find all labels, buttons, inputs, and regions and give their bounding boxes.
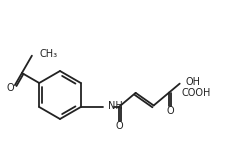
Text: NH: NH [107,101,122,111]
Text: O: O [165,106,173,116]
Text: O: O [116,121,123,131]
Text: O: O [6,83,14,93]
Text: CH₃: CH₃ [40,49,58,59]
Text: OH: OH [185,77,200,87]
Text: COOH: COOH [181,88,210,98]
